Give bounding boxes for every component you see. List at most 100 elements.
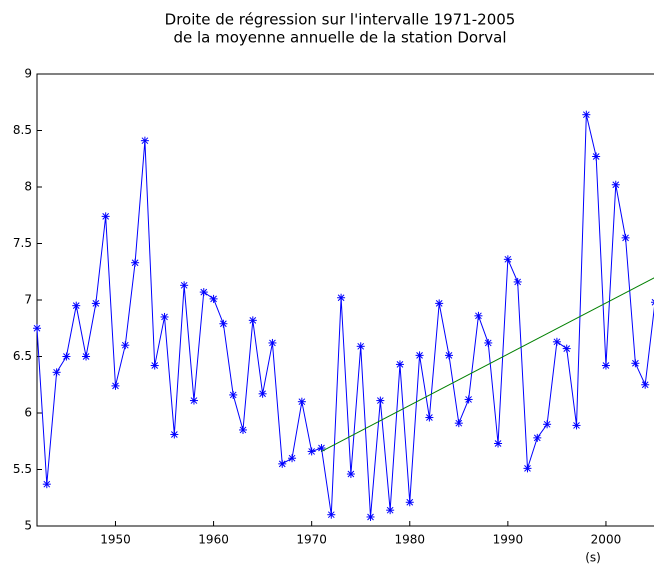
marker: [601, 361, 610, 370]
marker-stroke: [72, 302, 80, 310]
marker: [543, 420, 552, 429]
y-tick-label: 6.5: [13, 349, 32, 363]
y-tick-label: 6: [24, 406, 32, 420]
marker: [288, 454, 297, 463]
chart-title: Droite de régression sur l'intervalle 19…: [165, 11, 516, 29]
marker-stroke: [367, 513, 374, 521]
marker-stroke: [43, 480, 51, 488]
marker: [62, 352, 71, 361]
marker: [405, 498, 414, 507]
marker: [33, 324, 41, 333]
marker: [248, 316, 257, 325]
marker-stroke: [602, 362, 610, 369]
x-tick-label: 1950: [100, 533, 131, 547]
y-tick-label: 8: [24, 180, 32, 194]
marker: [121, 341, 130, 350]
marker: [464, 395, 473, 404]
marker: [337, 293, 346, 302]
marker-stroke: [112, 382, 119, 390]
marker-stroke: [386, 506, 394, 514]
marker: [435, 299, 444, 308]
marker-stroke: [278, 460, 286, 468]
marker: [42, 480, 51, 489]
marker-stroke: [92, 300, 100, 307]
marker: [425, 413, 434, 422]
marker-stroke: [553, 338, 561, 346]
marker-stroke: [484, 339, 492, 347]
marker: [484, 338, 493, 347]
marker-stroke: [533, 434, 541, 442]
marker-stroke: [337, 294, 345, 302]
marker: [356, 342, 365, 351]
marker-stroke: [651, 298, 654, 302]
x-tick-label: 1970: [296, 533, 327, 547]
marker-stroke: [426, 414, 433, 421]
marker: [621, 233, 630, 242]
marker: [366, 512, 375, 521]
marker: [140, 136, 149, 145]
marker-stroke: [524, 465, 531, 472]
marker-stroke: [592, 153, 600, 160]
marker-stroke: [131, 259, 139, 267]
marker-stroke: [53, 368, 60, 376]
marker: [209, 294, 218, 303]
marker-stroke: [504, 255, 512, 263]
marker: [131, 258, 140, 267]
marker-stroke: [33, 324, 41, 332]
marker-stroke: [632, 359, 639, 367]
marker: [523, 464, 532, 473]
marker: [376, 396, 385, 405]
marker-stroke: [573, 422, 580, 429]
marker-stroke: [396, 361, 404, 368]
marker: [327, 510, 336, 519]
marker-stroke: [269, 339, 276, 347]
marker: [651, 298, 654, 306]
marker-stroke: [259, 390, 266, 398]
x-tick-label: 2000: [591, 533, 622, 547]
marker: [552, 337, 561, 346]
marker-stroke: [543, 420, 551, 428]
y-tick-label: 8.5: [13, 123, 32, 137]
marker-stroke: [121, 341, 129, 349]
marker: [91, 299, 100, 308]
marker: [111, 381, 120, 390]
marker: [258, 389, 267, 398]
y-tick-label: 9: [24, 67, 32, 81]
marker: [474, 311, 483, 320]
marker: [317, 444, 326, 453]
marker-stroke: [582, 111, 590, 119]
marker: [180, 281, 189, 290]
marker: [592, 152, 601, 161]
marker: [631, 359, 640, 368]
y-tick-label: 5.5: [13, 462, 32, 476]
marker-stroke: [612, 181, 620, 189]
marker-stroke: [406, 498, 414, 506]
marker: [494, 439, 503, 448]
marker-stroke: [327, 511, 335, 519]
series-line: [36, 114, 654, 518]
marker: [611, 180, 620, 189]
marker-stroke: [170, 431, 178, 438]
marker-stroke: [229, 391, 237, 399]
marker: [219, 319, 228, 328]
marker: [278, 459, 287, 468]
marker-stroke: [200, 288, 208, 296]
marker-stroke: [475, 312, 482, 320]
marker: [533, 433, 542, 442]
marker-stroke: [445, 352, 453, 359]
marker: [572, 421, 581, 430]
marker-stroke: [318, 444, 325, 452]
marker-stroke: [514, 278, 522, 286]
marker: [82, 352, 91, 361]
marker-stroke: [563, 345, 571, 352]
marker-stroke: [210, 295, 217, 303]
marker-stroke: [416, 352, 423, 359]
marker-stroke: [494, 440, 502, 447]
marker: [346, 470, 355, 479]
marker: [297, 397, 306, 406]
marker-stroke: [180, 281, 188, 289]
marker-stroke: [622, 234, 629, 242]
x-tick-label: 1960: [198, 533, 229, 547]
marker-stroke: [63, 353, 70, 360]
